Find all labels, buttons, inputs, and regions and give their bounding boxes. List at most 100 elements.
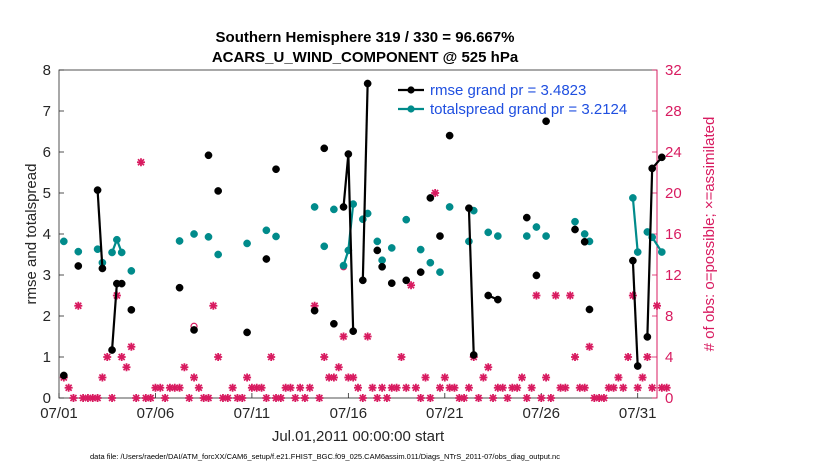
legend: rmse grand pr = 3.4823 totalspread grand … xyxy=(398,82,627,118)
obs-assimilated-point xyxy=(132,394,141,402)
rmse-point xyxy=(175,283,184,292)
y-tick-label-left: 3 xyxy=(43,267,51,284)
rmse-point xyxy=(657,153,666,162)
obs-assimilated-point xyxy=(146,394,155,402)
obs-assimilated-point xyxy=(228,383,237,392)
totalspread-point xyxy=(59,237,68,246)
rmse-point xyxy=(378,262,386,271)
totalspread-point xyxy=(272,232,280,241)
rmse-point xyxy=(402,276,411,285)
legend-marker xyxy=(407,86,415,94)
obs-assimilated-point xyxy=(339,332,348,341)
y-tick-label-right: 16 xyxy=(665,226,682,243)
rmse-point xyxy=(465,204,473,213)
legend-marker xyxy=(407,105,415,113)
y-tick-label-left: 1 xyxy=(43,349,51,366)
rmse-point xyxy=(74,262,83,270)
obs-assimilated-point xyxy=(566,291,575,300)
rmse-point xyxy=(494,295,502,304)
obs-assimilated-point xyxy=(614,373,623,382)
obs-assimilated-point xyxy=(373,394,382,402)
obs-assimilated-point xyxy=(464,383,473,392)
obs-assimilated-point xyxy=(329,373,338,382)
y-tick-label-right: 4 xyxy=(665,349,673,366)
totalspread-point xyxy=(310,203,319,211)
y-tick-label-right: 20 xyxy=(665,185,682,202)
y-tick-label-left: 7 xyxy=(43,103,51,120)
y-tick-label-left: 5 xyxy=(43,185,51,202)
obs-assimilated-point xyxy=(161,394,170,402)
rmse-line-segment xyxy=(96,190,104,269)
obs-assimilated-point xyxy=(117,353,126,361)
obs-assimilated-point xyxy=(127,342,136,351)
obs-assimilated-point xyxy=(296,383,305,392)
rmse-point xyxy=(330,319,338,328)
obs-assimilated-point xyxy=(243,373,252,382)
rmse-point xyxy=(310,306,319,315)
rmse-point xyxy=(363,79,372,88)
rmse-point xyxy=(127,306,136,314)
x-tick-label: 07/11 xyxy=(234,405,270,422)
obs-assimilated-point xyxy=(262,394,271,402)
obs-assimilated-point xyxy=(223,394,232,402)
rmse-point xyxy=(580,237,589,246)
obs-assimilated-point xyxy=(334,363,343,372)
totalspread-point xyxy=(629,194,637,202)
obs-assimilated-point xyxy=(561,383,570,392)
obs-assimilated-point xyxy=(484,363,493,372)
totalspread-point xyxy=(522,232,531,240)
rmse-line-segment xyxy=(631,260,639,367)
obs-assimilated-point xyxy=(638,373,647,382)
obs-assimilated-point xyxy=(551,291,560,300)
totalspread-point xyxy=(542,232,550,240)
rmse-point xyxy=(373,246,382,255)
obs-assimilated-point xyxy=(542,373,551,382)
totalspread-point xyxy=(378,256,386,265)
footnote: data file: /Users/raeder/DAI/ATM_forcXX/… xyxy=(90,452,560,461)
obs-assimilated-point xyxy=(421,373,430,382)
totalspread-point xyxy=(416,245,425,254)
totalspread-point xyxy=(484,228,493,237)
obs-assimilated-point xyxy=(382,394,391,402)
totalspread-point xyxy=(494,232,502,240)
rmse-point xyxy=(117,279,126,288)
totalspread-point xyxy=(436,268,444,276)
obs-assimilated-point xyxy=(407,281,416,290)
obs-assimilated-point xyxy=(527,383,536,392)
obs-assimilated-point xyxy=(397,353,406,361)
obs-assimilated-point xyxy=(460,394,469,402)
rmse-point xyxy=(108,346,116,354)
obs-assimilated-point xyxy=(93,394,102,402)
obs-assimilated-point xyxy=(300,394,309,402)
totalspread-point xyxy=(108,248,116,257)
y-tick-label-right: 32 xyxy=(665,62,682,79)
obs-assimilated-point xyxy=(571,353,580,361)
obs-assimilated-point xyxy=(392,383,401,392)
rmse-point xyxy=(320,144,329,153)
obs-assimilated-point xyxy=(180,363,189,372)
y-tick-label-left: 6 xyxy=(43,144,51,161)
rmse-point xyxy=(344,150,353,158)
totalspread-point xyxy=(113,235,121,244)
x-tick-label: 07/06 xyxy=(137,405,175,422)
obs-assimilated-point xyxy=(431,189,440,197)
obs-series xyxy=(59,158,671,402)
obs-assimilated-point xyxy=(156,383,165,392)
obs-assimilated-point xyxy=(479,373,488,382)
obs-assimilated-point xyxy=(662,383,671,392)
obs-assimilated-point xyxy=(590,394,599,402)
y-tick-label-right: 24 xyxy=(665,144,682,161)
rmse-point xyxy=(445,131,454,140)
rmse-point xyxy=(571,225,579,234)
x-axis: 07/01 07/06 07/11 07/16 07/21 07/26 07/31 xyxy=(40,393,656,422)
obs-assimilated-point xyxy=(358,394,367,402)
obs-assimilated-point xyxy=(503,394,512,402)
obs-assimilated-point xyxy=(204,394,213,402)
obs-assimilated-point xyxy=(411,383,420,392)
y-axis-label-right: # of obs: o=possible; ×=assimilated xyxy=(701,117,718,352)
obs-assimilated-point xyxy=(122,363,131,372)
obs-assimilated-point xyxy=(426,394,435,402)
obs-assimilated-point xyxy=(440,373,449,382)
obs-assimilated-point xyxy=(633,383,642,392)
rmse-point xyxy=(469,351,478,359)
